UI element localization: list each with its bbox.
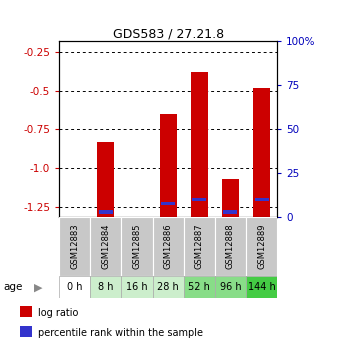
Text: log ratio: log ratio — [39, 308, 79, 318]
Bar — [90, 276, 121, 298]
Bar — [215, 217, 246, 276]
Bar — [90, 217, 121, 276]
Text: GSM12883: GSM12883 — [70, 224, 79, 269]
Text: 16 h: 16 h — [126, 282, 148, 292]
Bar — [121, 276, 152, 298]
Bar — [152, 217, 184, 276]
Bar — [20, 306, 32, 317]
Bar — [59, 276, 90, 298]
Text: GSM12888: GSM12888 — [226, 224, 235, 269]
Bar — [222, 179, 239, 217]
Text: 144 h: 144 h — [248, 282, 275, 292]
Bar — [253, 88, 270, 217]
Text: GSM12885: GSM12885 — [132, 224, 142, 269]
Bar — [255, 198, 269, 201]
Bar — [184, 276, 215, 298]
Bar — [215, 276, 246, 298]
Text: 28 h: 28 h — [157, 282, 179, 292]
Bar — [152, 276, 184, 298]
Bar — [246, 217, 277, 276]
Text: percentile rank within the sample: percentile rank within the sample — [39, 328, 203, 338]
Bar — [192, 198, 206, 201]
Bar — [99, 210, 113, 214]
Bar — [160, 114, 177, 217]
Text: GSM12889: GSM12889 — [257, 224, 266, 269]
Text: age: age — [3, 282, 23, 292]
Bar — [20, 326, 32, 337]
Text: 8 h: 8 h — [98, 282, 114, 292]
Text: 52 h: 52 h — [188, 282, 210, 292]
Bar — [97, 142, 115, 217]
Text: GSM12884: GSM12884 — [101, 224, 111, 269]
Bar — [161, 201, 175, 205]
Text: 0 h: 0 h — [67, 282, 82, 292]
Bar — [191, 72, 208, 217]
Bar — [246, 276, 277, 298]
Text: 96 h: 96 h — [220, 282, 241, 292]
Bar — [59, 217, 90, 276]
Text: GSM12887: GSM12887 — [195, 224, 204, 269]
Text: GSM12886: GSM12886 — [164, 224, 173, 269]
Bar — [223, 210, 238, 214]
Bar — [121, 217, 152, 276]
Title: GDS583 / 27.21.8: GDS583 / 27.21.8 — [113, 27, 224, 40]
Text: ▶: ▶ — [34, 282, 42, 292]
Bar — [184, 217, 215, 276]
